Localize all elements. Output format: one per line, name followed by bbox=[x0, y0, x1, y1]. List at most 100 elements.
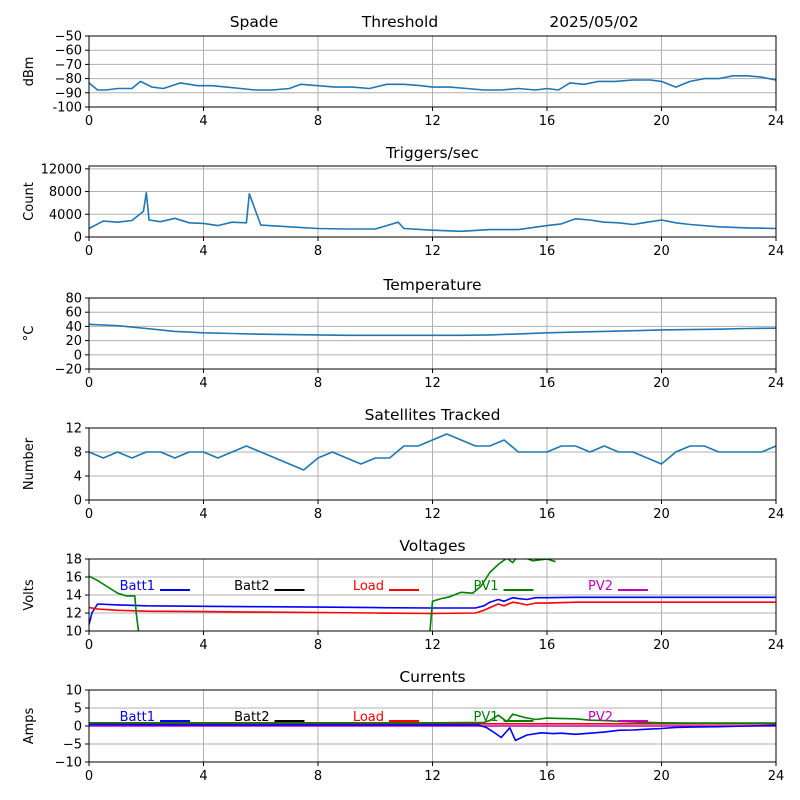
legend-label: PV1 bbox=[473, 579, 498, 594]
x-tick-label: 0 bbox=[85, 638, 93, 653]
y-tick-label: 16 bbox=[65, 571, 82, 586]
x-tick-label: 12 bbox=[424, 376, 441, 391]
x-tick-label: 24 bbox=[768, 244, 785, 259]
x-tick-label: 4 bbox=[199, 638, 207, 653]
x-tick-label: 8 bbox=[314, 376, 322, 391]
y-tick-label: 80 bbox=[65, 292, 82, 307]
chart-panel-5: 0 4 8 12 16 20 24 −10 −5 0 5 10 Currents Amps Batt1 Bat… bbox=[22, 668, 784, 784]
y-tick-label: −50 bbox=[55, 30, 82, 45]
x-tick-label: 24 bbox=[768, 507, 785, 522]
x-tick-label: 8 bbox=[314, 114, 322, 129]
y-tick-label: 0 bbox=[74, 231, 82, 246]
legend-label: PV2 bbox=[588, 579, 613, 594]
x-tick-label: 24 bbox=[768, 114, 785, 129]
x-tick-label: 24 bbox=[768, 638, 785, 653]
series-line-load bbox=[89, 601, 776, 615]
x-tick-label: 20 bbox=[653, 376, 670, 391]
legend-label: Load bbox=[353, 579, 384, 594]
x-tick-label: 12 bbox=[424, 507, 441, 522]
y-tick-label: 0 bbox=[74, 494, 82, 509]
x-tick-label: 0 bbox=[85, 507, 93, 522]
chart-panel-0: 0 4 8 12 16 20 24 -100−90−80−70−60−50 dBm bbox=[22, 30, 784, 130]
x-tick-label: 20 bbox=[653, 638, 670, 653]
chart-title: Triggers/sec bbox=[385, 144, 479, 162]
y-axis-label: Count bbox=[22, 182, 37, 221]
y-tick-label: 0 bbox=[74, 348, 82, 363]
legend-label: Batt1 bbox=[120, 710, 155, 725]
x-tick-label: 0 bbox=[85, 114, 93, 129]
x-tick-label: 4 bbox=[199, 244, 207, 259]
y-tick-label: 4 bbox=[74, 470, 82, 485]
y-axis-label: dBm bbox=[22, 57, 37, 87]
chart-title: Currents bbox=[399, 668, 465, 686]
header-date: 2025/05/02 bbox=[549, 13, 638, 31]
x-tick-label: 24 bbox=[768, 376, 785, 391]
x-tick-label: 8 bbox=[314, 244, 322, 259]
chart-panel-3: 0 4 8 12 16 20 24 0 4 8 12 Satellites Tracked Number bbox=[22, 406, 784, 522]
x-tick-label: 0 bbox=[85, 769, 93, 784]
y-tick-label: −10 bbox=[55, 756, 82, 771]
y-tick-label: −90 bbox=[55, 86, 82, 101]
x-tick-label: 12 bbox=[424, 638, 441, 653]
y-tick-label: 8000 bbox=[49, 185, 82, 200]
y-axis-label: Volts bbox=[22, 579, 37, 611]
y-tick-label: −60 bbox=[55, 44, 82, 59]
chart-panel-1: 0 4 8 12 16 20 24 0 4000 8000 12000 Triggers/sec Cou… bbox=[22, 144, 784, 259]
y-tick-label: 10 bbox=[65, 684, 82, 699]
chart-title: Satellites Tracked bbox=[365, 406, 501, 424]
y-axis-label: °C bbox=[22, 326, 37, 342]
x-tick-label: 12 bbox=[424, 114, 441, 129]
series-line-batt1 bbox=[89, 596, 776, 625]
series-line-pv1 bbox=[89, 713, 776, 724]
y-tick-label: -100 bbox=[52, 101, 82, 116]
y-tick-label: 12 bbox=[65, 607, 82, 622]
x-tick-label: 4 bbox=[199, 376, 207, 391]
y-tick-label: 14 bbox=[65, 589, 82, 604]
x-tick-label: 8 bbox=[314, 769, 322, 784]
y-axis-label: Number bbox=[22, 437, 37, 490]
x-tick-label: 20 bbox=[653, 769, 670, 784]
x-tick-label: 4 bbox=[199, 114, 207, 129]
legend-label: Batt1 bbox=[120, 579, 155, 594]
series-line bbox=[89, 323, 776, 337]
legend-label: Batt2 bbox=[234, 579, 269, 594]
x-tick-label: 12 bbox=[424, 244, 441, 259]
x-tick-label: 8 bbox=[314, 507, 322, 522]
legend-label: Load bbox=[353, 710, 384, 725]
x-tick-label: 4 bbox=[199, 507, 207, 522]
x-tick-label: 20 bbox=[653, 114, 670, 129]
y-tick-label: −70 bbox=[55, 58, 82, 73]
x-tick-label: 16 bbox=[539, 638, 556, 653]
x-tick-label: 0 bbox=[85, 376, 93, 391]
x-tick-label: 16 bbox=[539, 114, 556, 129]
y-tick-label: 5 bbox=[74, 702, 82, 717]
series-line bbox=[89, 191, 776, 233]
x-tick-label: 8 bbox=[314, 638, 322, 653]
y-tick-label: 10 bbox=[65, 625, 82, 640]
x-tick-label: 0 bbox=[85, 244, 93, 259]
y-tick-label: 60 bbox=[65, 306, 82, 321]
y-tick-label: 8 bbox=[74, 446, 82, 461]
header-mode: Threshold bbox=[361, 13, 438, 31]
y-tick-label: −5 bbox=[63, 738, 82, 753]
y-tick-label: 40 bbox=[65, 320, 82, 335]
x-tick-label: 4 bbox=[199, 769, 207, 784]
series-line-pv1 bbox=[89, 559, 556, 631]
y-tick-label: −80 bbox=[55, 72, 82, 87]
series-line bbox=[89, 433, 776, 471]
legend-label: PV1 bbox=[473, 710, 498, 725]
x-tick-label: 20 bbox=[653, 507, 670, 522]
y-tick-label: 12 bbox=[65, 422, 82, 437]
y-tick-label: 0 bbox=[74, 720, 82, 735]
chart-title: Temperature bbox=[382, 276, 481, 294]
chart-panel-4: 0 4 8 12 16 20 24 10 12 14 16 18 Voltages Volts Batt1 B… bbox=[22, 537, 784, 653]
x-tick-label: 16 bbox=[539, 507, 556, 522]
legend-label: Batt2 bbox=[234, 710, 269, 725]
y-tick-label: 12000 bbox=[41, 162, 82, 177]
series-line-batt1 bbox=[89, 723, 776, 742]
header-station: Spade bbox=[230, 13, 279, 31]
x-tick-label: 12 bbox=[424, 769, 441, 784]
x-tick-label: 20 bbox=[653, 244, 670, 259]
